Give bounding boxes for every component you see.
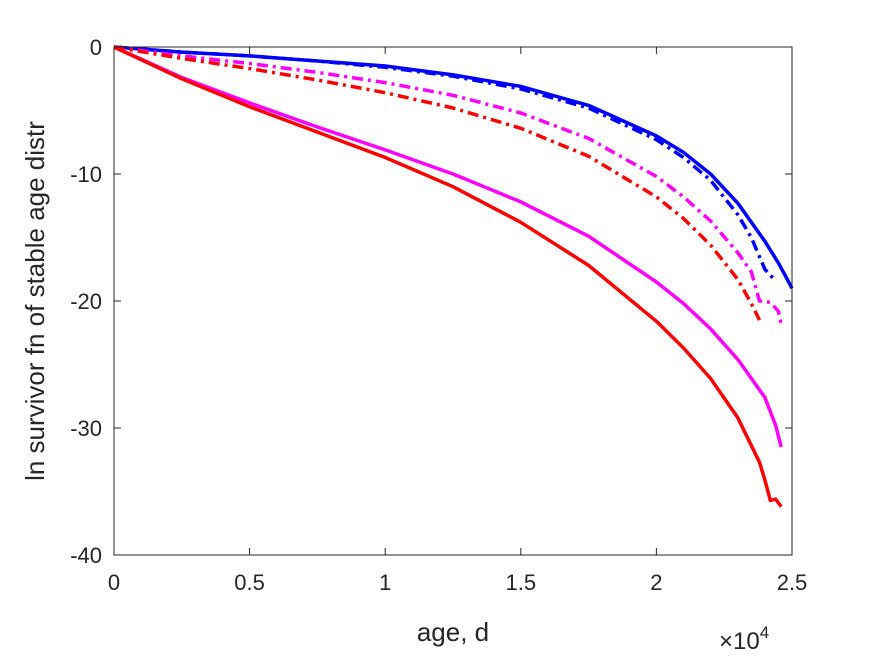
- x-multiplier-base: ×10: [719, 628, 760, 655]
- x-tick-label: 1.5: [506, 570, 537, 595]
- y-tick-label: 0: [90, 35, 102, 60]
- x-tick-label: 1: [379, 570, 391, 595]
- x-multiplier-exponent: 4: [760, 623, 769, 642]
- x-multiplier: ×104: [719, 623, 769, 655]
- tick-layer: 0 0.5 1 1.5 2 2.5 0 -10 -20 -30 -40: [70, 35, 807, 595]
- y-tick-label: -30: [70, 416, 102, 441]
- x-tick-label: 0: [108, 570, 120, 595]
- x-axis-label: age, d: [417, 617, 489, 647]
- series-layer: [113, 45, 794, 508]
- series-line-6: [113, 45, 783, 508]
- y-tick-label: -40: [70, 543, 102, 568]
- x-tick-label: 2.5: [777, 570, 808, 595]
- series-line-2: [113, 45, 794, 290]
- series-line-4: [113, 45, 783, 325]
- x-tick-label: 2: [650, 570, 662, 595]
- series-line-3: [113, 45, 783, 448]
- x-tick-label: 0.5: [234, 570, 265, 595]
- series-line-5: [113, 45, 762, 321]
- y-axis-label: ln survivor fn of stable age distr: [20, 121, 50, 481]
- y-tick-label: -20: [70, 289, 102, 314]
- y-tick-label: -10: [70, 162, 102, 187]
- plot-background: [114, 47, 792, 555]
